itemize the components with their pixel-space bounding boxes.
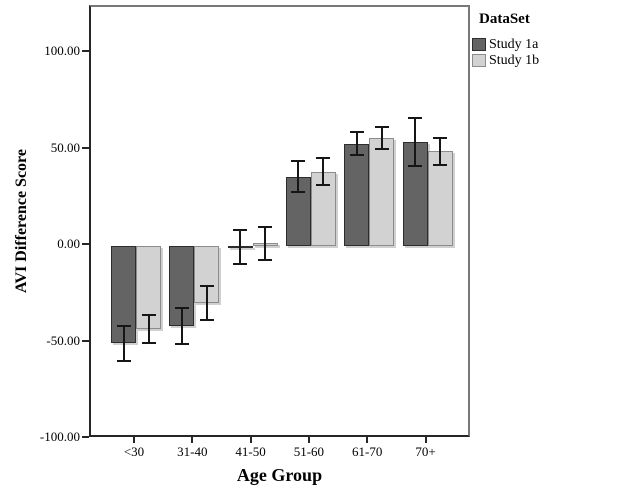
legend: DataSet Study 1a Study 1b [472,11,539,69]
x-axis-tick-label: 31-40 [177,444,208,459]
legend-swatch [472,38,486,51]
x-axis-tick [191,437,194,443]
bar-study-1b-61-70 [369,137,395,246]
legend-entry-label: Study 1b [489,52,540,68]
x-axis-title: Age Group [236,465,323,485]
error-bar-cap [258,258,273,261]
error-bar-cap [316,184,331,187]
y-axis-title: AVI Difference Score [13,149,30,293]
error-bar [355,132,358,156]
y-axis-tick-label: 50.00 [50,139,80,155]
error-bar [439,137,441,165]
y-axis-tick-label: 0.00 [57,236,80,251]
x-axis-tick-label: 41-50 [235,444,266,459]
x-axis-tick [307,437,310,443]
legend-title: DataSet [479,11,530,27]
x-axis-tick [366,437,369,443]
error-bar-cap [374,126,389,129]
x-axis-tick-label: <30 [123,444,145,459]
error-bar [205,285,208,321]
legend-entry-label: Study 1a [489,36,539,52]
x-axis-tick [249,437,252,443]
error-bar-cap [174,343,189,346]
error-bar-cap [199,284,214,287]
error-bar [180,307,183,345]
y-axis-tick [82,50,89,52]
plot-area [89,5,470,437]
error-bar-cap [349,154,364,157]
error-bar-cap [433,163,447,166]
y-axis-tick [82,146,89,149]
error-bar [414,117,416,166]
legend-swatch [472,54,486,67]
error-bar [239,229,242,265]
x-axis-tick-label: 51-60 [293,444,325,459]
error-bar [380,127,383,149]
legend-entry: Study 1b [472,53,539,68]
error-bar [147,314,150,344]
error-bar-cap [291,190,306,193]
x-axis-tick-label: 70+ [415,444,436,459]
error-bar [297,161,300,192]
error-bar-cap [374,147,389,150]
bar-study-1a-61-70 [344,143,370,246]
error-bar-cap [433,136,447,139]
error-bar-cap [174,306,189,309]
error-bar-cap [141,313,156,316]
error-bar-cap [199,319,214,322]
error-bar-cap [116,359,131,362]
x-axis-tick [424,437,427,443]
y-axis-tick [82,339,89,342]
y-axis-tick-label: 100.00 [44,43,80,58]
error-bar-cap [233,228,248,231]
error-bar-cap [349,131,364,134]
legend-entry: Study 1a [472,37,539,52]
error-bar-cap [408,164,422,167]
x-axis-tick [133,437,135,443]
error-bar-cap [258,225,273,228]
error-bar-cap [233,263,248,266]
error-bar-cap [408,116,422,119]
error-bar-cap [291,160,306,163]
x-axis-tick-label: 61-70 [352,444,383,459]
legend-entries: Study 1a Study 1b [472,37,539,68]
y-axis-tick [82,243,89,245]
error-bar-cap [316,157,331,160]
y-axis-tick [82,436,89,438]
error-bar-cap [141,342,156,345]
error-bar-cap [116,325,131,328]
error-bar [322,158,325,186]
y-axis-tick-label: -50.00 [46,332,80,348]
error-bar [264,226,267,260]
y-axis-tick-label: -100.00 [39,429,80,444]
bar-study-1b-70+ [427,151,453,246]
error-bar [122,326,125,361]
